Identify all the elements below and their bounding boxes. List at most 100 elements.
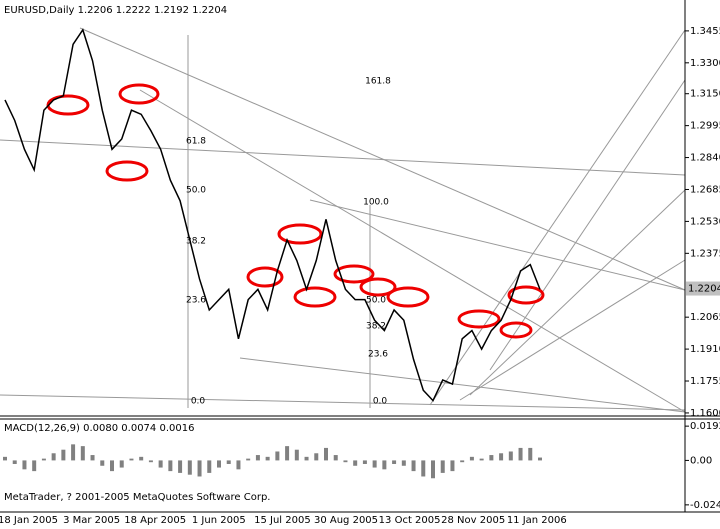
fib-label: 38.2 xyxy=(186,237,206,247)
macd-bar xyxy=(392,460,397,464)
x-tick-label: 18 Apr 2005 xyxy=(124,515,186,525)
macd-bar xyxy=(304,456,309,461)
y-tick-label: -0.0249 xyxy=(690,500,720,511)
macd-label: MACD(12,26,9) 0.0080 0.0074 0.0016 xyxy=(4,423,194,434)
macd-bar xyxy=(80,446,85,461)
macd-bar xyxy=(343,460,348,463)
fib-label: 23.6 xyxy=(368,350,388,360)
y-tick-label: 1.1910 xyxy=(690,344,720,355)
x-tick-label: 15 Jul 2005 xyxy=(254,515,311,525)
y-tick-label: 1.1755 xyxy=(690,376,720,387)
x-tick-label: 3 Mar 2005 xyxy=(63,515,120,525)
macd-bar xyxy=(207,460,212,473)
macd-bar xyxy=(324,447,328,461)
macd-bar xyxy=(187,460,192,475)
macd-bar xyxy=(508,451,513,461)
macd-bar xyxy=(51,453,56,461)
macd-bar xyxy=(71,444,76,461)
price-line xyxy=(4,28,541,402)
trend-lines xyxy=(0,27,686,413)
fib-label: 100.0 xyxy=(363,198,389,208)
y-tick-label: 1.3455 xyxy=(690,26,720,37)
macd-bar xyxy=(460,460,465,463)
macd-bar xyxy=(217,460,221,468)
y-tick-label: 1.2530 xyxy=(690,216,720,227)
macd-bar xyxy=(100,460,105,466)
macd-bar xyxy=(421,460,426,477)
macd-bar xyxy=(129,458,134,461)
x-tick-label: 13 Oct 2005 xyxy=(379,515,441,525)
y-tick-label: 0.00 xyxy=(690,455,712,466)
fib-label: 161.8 xyxy=(365,77,391,87)
x-tick-label: 28 Nov 2005 xyxy=(441,515,505,525)
macd-bar xyxy=(285,446,290,461)
macd-bar xyxy=(265,456,270,461)
macd-bar xyxy=(489,455,494,461)
macd-bar xyxy=(32,460,37,472)
last-price-box xyxy=(686,281,720,296)
macd-bar xyxy=(255,455,260,461)
macd-bar xyxy=(236,460,241,470)
macd-bar xyxy=(168,460,173,472)
macd-bar xyxy=(411,460,416,472)
y-tick-label: 1.2685 xyxy=(690,184,720,195)
macd-bar xyxy=(178,460,183,473)
macd-bar xyxy=(528,447,533,461)
macd-bar xyxy=(3,456,7,461)
macd-bar xyxy=(226,460,231,464)
macd-bar xyxy=(119,460,124,468)
macd-bar xyxy=(499,453,504,461)
macd-bar xyxy=(158,460,163,468)
y-tick-label: 0.0192 xyxy=(690,421,720,432)
x-tick-label: 30 Aug 2005 xyxy=(314,515,378,525)
y-tick-label: 1.2065 xyxy=(690,312,720,323)
fib-label: 23.6 xyxy=(186,296,206,306)
macd-bar xyxy=(275,451,280,461)
macd-bar xyxy=(372,460,377,468)
last-price-label: 1.2204 xyxy=(688,284,720,295)
macd-bar xyxy=(538,457,542,461)
y-tick-label: 1.3150 xyxy=(690,89,720,100)
macd-bar xyxy=(41,458,46,461)
macd-bar xyxy=(431,460,435,479)
macd-bar xyxy=(401,460,406,466)
macd-bar xyxy=(61,449,66,461)
fib-label: 0.0 xyxy=(191,397,206,407)
y-tick-label: 1.3300 xyxy=(690,58,720,69)
macd-bar xyxy=(479,458,484,461)
macd-bar xyxy=(148,460,153,463)
macd-bar xyxy=(333,455,338,461)
fib-label: 50.0 xyxy=(186,186,206,196)
macd-bar xyxy=(12,460,17,464)
macd-bar xyxy=(246,458,251,461)
x-tick-label: 11 Jan 2006 xyxy=(507,515,567,525)
macd-bar xyxy=(440,460,445,473)
macd-bar xyxy=(362,460,367,464)
y-tick-label: 1.2995 xyxy=(690,121,720,132)
fib-label: 0.0 xyxy=(373,397,388,407)
macd-bar xyxy=(22,460,27,470)
y-tick-label: 1.2375 xyxy=(690,248,720,259)
x-tick-label: 1 Jun 2005 xyxy=(192,515,246,525)
macd-bar xyxy=(314,453,319,461)
macd-bar xyxy=(110,460,114,472)
copyright: MetaTrader, ? 2001-2005 MetaQuotes Softw… xyxy=(4,492,270,503)
fib-label: 38.2 xyxy=(366,322,386,332)
macd-bar xyxy=(353,460,358,466)
macd-bar xyxy=(90,455,95,461)
macd-bar xyxy=(197,460,202,477)
macd-bar xyxy=(382,460,387,470)
macd-bar xyxy=(469,456,474,461)
macd-bar xyxy=(450,460,455,472)
highlight-ovals xyxy=(46,83,545,339)
macd-bar xyxy=(139,456,144,461)
x-tick-label: 18 Jan 2005 xyxy=(0,515,58,525)
fib-label: 61.8 xyxy=(186,137,206,147)
y-tick-label: 1.2840 xyxy=(690,153,720,164)
chart-title: EURUSD,Daily 1.2206 1.2222 1.2192 1.2204 xyxy=(4,5,227,16)
macd-bar xyxy=(518,447,523,461)
macd-bar xyxy=(294,449,299,461)
